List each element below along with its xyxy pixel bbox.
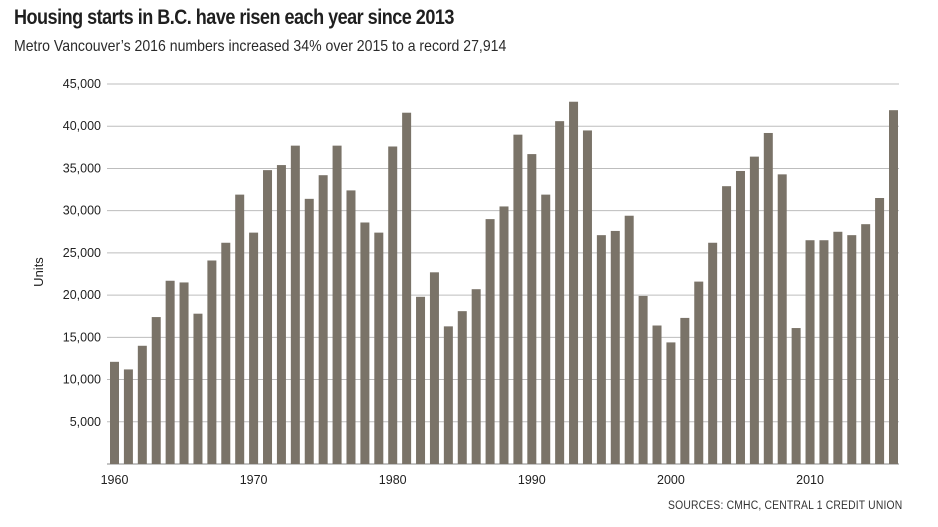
bar-2007: [763, 132, 773, 464]
bar-1977: [346, 190, 356, 464]
bar-2008: [777, 174, 787, 464]
bar-1969: [235, 194, 245, 464]
bar-1999: [652, 325, 662, 464]
bar-1980: [388, 146, 398, 464]
bar-1978: [360, 222, 370, 464]
chart-subtitle: Metro Vancouver’s 2016 numbers increased…: [14, 38, 507, 55]
bar-2006: [749, 156, 759, 464]
bar-1967: [207, 260, 217, 464]
bar-2010: [805, 240, 815, 464]
bar-2003: [708, 242, 718, 464]
bar-1975: [318, 175, 328, 464]
bar-1960: [110, 361, 119, 464]
bar-1962: [137, 345, 147, 464]
bar-2000: [666, 342, 676, 464]
bar-1976: [332, 145, 342, 464]
bar-1998: [638, 295, 648, 464]
bar-1991: [541, 194, 551, 464]
y-tick-label: 5,000: [70, 415, 101, 429]
bar-2014: [861, 224, 871, 464]
bar-1971: [263, 170, 273, 464]
y-tick-label: 40,000: [63, 119, 101, 133]
bar-1996: [610, 230, 620, 464]
x-tick-label: 2010: [796, 473, 824, 487]
chart-title: Housing starts in B.C. have risen each y…: [14, 6, 454, 29]
y-tick-label: 35,000: [63, 161, 101, 175]
bar-1994: [582, 130, 592, 464]
bar-2015: [875, 198, 885, 464]
bar-1995: [596, 235, 606, 464]
y-tick-label: 20,000: [63, 288, 101, 302]
bar-1983: [429, 272, 439, 464]
bar-1990: [527, 154, 537, 465]
bars-layer: [110, 101, 898, 465]
bar-1981: [402, 112, 412, 464]
bar-1961: [123, 369, 133, 464]
bar-1965: [179, 282, 189, 464]
bar-2011: [819, 240, 829, 464]
bar-2001: [680, 317, 690, 464]
bar-1987: [485, 219, 495, 464]
bar-1974: [304, 198, 314, 464]
bar-1972: [276, 165, 286, 465]
x-tick-label: 2000: [657, 473, 685, 487]
bar-1993: [569, 101, 579, 464]
x-tick-label: 1960: [101, 473, 129, 487]
bar-1968: [221, 242, 231, 464]
x-tick-label: 1970: [240, 473, 268, 487]
bar-2016: [889, 110, 898, 464]
bar-1982: [416, 296, 426, 464]
bar-2002: [694, 281, 704, 464]
source-note: SOURCES: CMHC, CENTRAL 1 CREDIT UNION: [667, 500, 902, 512]
axis-layer: 5,000 10,000 15,000 20,000 25,000 30,000 35,00…: [63, 77, 824, 487]
bar-1989: [513, 134, 523, 464]
bar-1985: [457, 311, 467, 464]
bar-2005: [735, 170, 745, 464]
x-tick-label: 1980: [379, 473, 407, 487]
y-tick-label: 25,000: [63, 246, 101, 260]
bar-1988: [499, 206, 509, 464]
bar-1997: [624, 215, 634, 464]
y-tick-label: 15,000: [63, 330, 101, 344]
y-axis-label: Units: [31, 257, 46, 287]
y-tick-label: 30,000: [63, 204, 101, 218]
bar-1979: [374, 232, 384, 464]
x-tick-label: 1990: [518, 473, 546, 487]
y-tick-label: 10,000: [63, 373, 101, 387]
y-tick-label: 45,000: [63, 77, 101, 91]
bar-1964: [165, 280, 175, 464]
bar-1973: [290, 145, 300, 464]
bar-1992: [555, 121, 565, 465]
bar-1970: [249, 232, 259, 464]
bar-2004: [722, 186, 732, 464]
bar-1986: [471, 289, 481, 464]
bar-2013: [847, 235, 857, 464]
bar-2009: [791, 328, 801, 464]
bar-1963: [151, 317, 161, 464]
bar-2012: [833, 231, 843, 464]
bar-1966: [193, 313, 203, 464]
bar-1984: [443, 326, 453, 464]
